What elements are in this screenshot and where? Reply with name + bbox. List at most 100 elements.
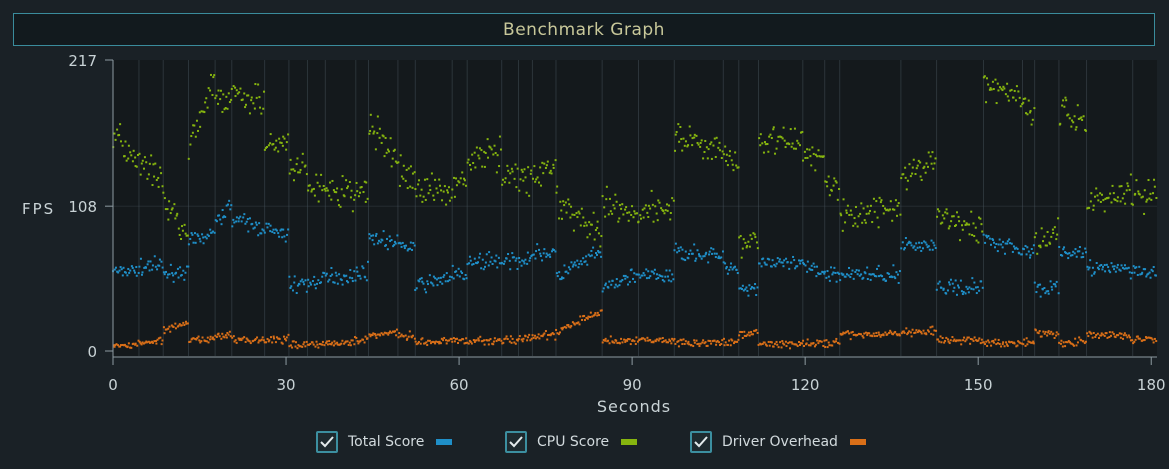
data-point xyxy=(650,270,653,273)
data-point xyxy=(1124,202,1127,205)
data-point xyxy=(995,242,998,245)
data-point xyxy=(892,264,895,267)
data-point xyxy=(129,151,132,154)
data-point xyxy=(533,165,536,168)
data-point xyxy=(1073,252,1076,255)
data-point xyxy=(266,226,269,229)
data-point xyxy=(113,268,116,271)
data-point xyxy=(718,257,721,260)
data-point xyxy=(897,202,900,205)
cpu-score-checkbox[interactable] xyxy=(505,431,527,453)
data-point xyxy=(687,144,690,147)
data-point xyxy=(439,280,442,283)
data-point xyxy=(475,146,478,149)
x-tick-label: 60 xyxy=(450,376,469,394)
data-point xyxy=(816,265,819,268)
data-point xyxy=(275,139,278,142)
data-point xyxy=(225,95,228,98)
data-point xyxy=(780,261,783,264)
data-point xyxy=(552,249,555,252)
data-point xyxy=(734,151,737,154)
data-point xyxy=(828,194,831,197)
data-point xyxy=(1136,335,1139,338)
data-point xyxy=(291,346,294,349)
data-point xyxy=(468,262,471,265)
data-point xyxy=(981,286,984,289)
data-point xyxy=(413,244,416,247)
data-point xyxy=(481,165,484,168)
data-point xyxy=(464,273,467,276)
data-point xyxy=(492,340,495,343)
data-point xyxy=(162,326,165,329)
data-point xyxy=(180,324,183,327)
data-point xyxy=(132,149,135,152)
data-point xyxy=(615,278,618,281)
data-point xyxy=(399,242,402,245)
data-point xyxy=(390,331,393,334)
data-point xyxy=(884,207,887,210)
data-point xyxy=(998,86,1001,89)
data-point xyxy=(622,274,625,277)
data-point xyxy=(1008,341,1011,344)
data-point xyxy=(981,230,984,233)
data-point xyxy=(428,274,431,277)
data-point xyxy=(896,273,899,276)
data-point xyxy=(1051,288,1054,291)
data-point xyxy=(1001,89,1004,92)
data-point xyxy=(1100,193,1103,196)
data-point xyxy=(282,135,285,138)
data-point xyxy=(992,241,995,244)
data-point xyxy=(1052,231,1055,234)
data-point xyxy=(752,232,755,235)
data-point xyxy=(1067,113,1070,116)
data-point xyxy=(810,264,813,267)
data-point xyxy=(146,263,149,266)
data-point xyxy=(244,103,247,106)
data-point xyxy=(566,324,569,327)
data-point xyxy=(565,326,568,329)
data-point xyxy=(1030,123,1033,126)
data-point xyxy=(537,333,540,336)
data-point xyxy=(1037,283,1040,286)
data-point xyxy=(245,220,248,223)
data-point xyxy=(1108,336,1111,339)
data-point xyxy=(351,277,354,280)
data-point xyxy=(933,329,936,332)
data-point xyxy=(209,228,212,231)
data-point xyxy=(628,211,631,214)
legend-item-driver-overhead[interactable]: Driver Overhead xyxy=(690,428,866,456)
data-point xyxy=(442,339,445,342)
data-point xyxy=(518,189,521,192)
data-point xyxy=(531,254,534,257)
data-point xyxy=(661,279,664,282)
legend-item-cpu-score[interactable]: CPU Score xyxy=(505,428,638,456)
data-point xyxy=(172,274,175,277)
data-point xyxy=(730,159,733,162)
data-point xyxy=(508,181,511,184)
data-point xyxy=(133,271,136,274)
legend-item-total-score[interactable]: Total Score xyxy=(316,428,453,456)
driver-overhead-checkbox[interactable] xyxy=(690,431,712,453)
data-point xyxy=(1126,267,1129,270)
data-point xyxy=(634,343,637,346)
data-point xyxy=(591,315,594,318)
data-point xyxy=(246,94,249,97)
data-point xyxy=(976,286,979,289)
data-point xyxy=(438,178,441,181)
data-point xyxy=(399,335,402,338)
data-point xyxy=(355,266,358,269)
data-point xyxy=(740,331,743,334)
data-point xyxy=(782,342,785,345)
data-point xyxy=(625,206,628,209)
data-point xyxy=(652,220,655,223)
data-point xyxy=(1027,340,1030,343)
data-point xyxy=(545,164,548,167)
data-point xyxy=(145,161,148,164)
data-point xyxy=(240,99,243,102)
data-point xyxy=(1111,331,1114,334)
data-point xyxy=(1109,192,1112,195)
data-point xyxy=(792,147,795,150)
total-score-checkbox[interactable] xyxy=(316,431,338,453)
data-point xyxy=(185,265,188,268)
data-point xyxy=(756,331,759,334)
